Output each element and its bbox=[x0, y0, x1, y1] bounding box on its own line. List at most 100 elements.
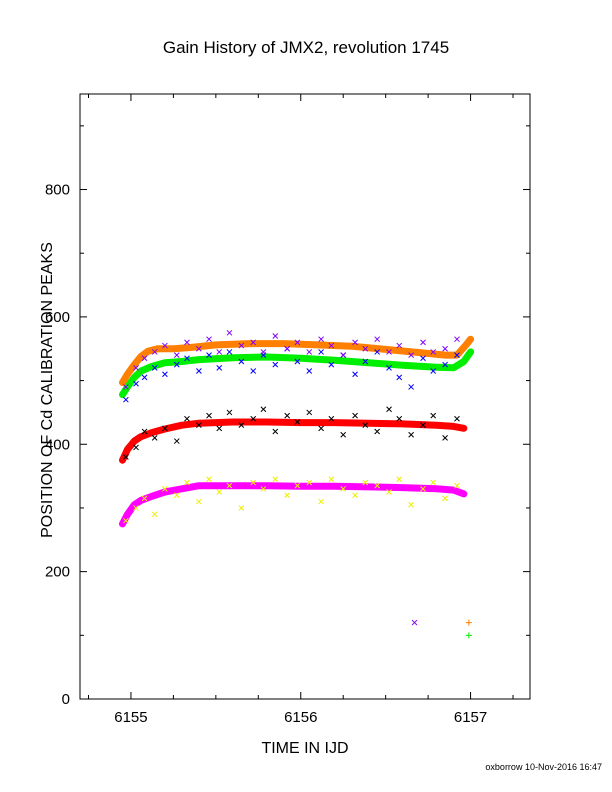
y-tick-label: 800 bbox=[45, 182, 70, 199]
data-point bbox=[454, 336, 460, 343]
data-point bbox=[362, 345, 369, 352]
data-point bbox=[411, 619, 418, 626]
data-point bbox=[430, 368, 437, 374]
axis-ticks: 0 200 400 600 800 6155 6156 6157 bbox=[45, 94, 530, 726]
data-point bbox=[133, 444, 139, 451]
series-line bbox=[119, 348, 475, 399]
x-axis-label: TIME IN IJD bbox=[261, 740, 349, 757]
data-point bbox=[430, 412, 437, 419]
x-tick-label: 6157 bbox=[454, 709, 487, 726]
series-5 bbox=[122, 476, 460, 524]
data-point bbox=[216, 349, 223, 355]
data-point bbox=[294, 419, 301, 425]
data-point bbox=[196, 368, 202, 374]
data-point bbox=[306, 409, 313, 416]
data-point bbox=[306, 368, 313, 374]
data-point bbox=[386, 406, 392, 413]
data-point bbox=[442, 495, 448, 502]
data-point bbox=[122, 517, 129, 524]
data-point bbox=[284, 412, 291, 419]
data-point bbox=[250, 415, 257, 422]
data-point bbox=[272, 333, 279, 339]
data-point bbox=[284, 345, 291, 352]
data-point bbox=[374, 428, 381, 435]
data-point bbox=[196, 422, 202, 429]
data-point bbox=[216, 489, 223, 495]
data-point bbox=[374, 336, 381, 343]
data-point bbox=[162, 342, 168, 349]
data-point bbox=[141, 495, 148, 502]
data-point bbox=[206, 476, 212, 483]
series-9 bbox=[465, 632, 472, 639]
data-point bbox=[173, 492, 180, 499]
data-point bbox=[260, 485, 267, 492]
data-point bbox=[442, 435, 448, 441]
data-point bbox=[162, 425, 168, 432]
data-point bbox=[396, 415, 403, 422]
data-point bbox=[184, 479, 190, 486]
data-point bbox=[318, 425, 324, 432]
data-point bbox=[430, 479, 437, 486]
data-point bbox=[250, 339, 257, 346]
data-point bbox=[352, 339, 358, 346]
data-point bbox=[226, 329, 233, 336]
y-tick-label: 600 bbox=[45, 309, 70, 326]
data-point bbox=[250, 479, 257, 486]
data-point bbox=[151, 349, 158, 355]
series-6 bbox=[122, 345, 460, 403]
data-point bbox=[294, 482, 301, 489]
data-series bbox=[119, 329, 475, 639]
series-1 bbox=[119, 418, 468, 464]
data-point bbox=[260, 349, 267, 355]
data-point bbox=[465, 632, 472, 639]
data-point bbox=[141, 355, 148, 362]
data-point bbox=[318, 349, 324, 355]
data-point bbox=[216, 425, 223, 432]
y-tick-label: 400 bbox=[45, 436, 70, 453]
data-point bbox=[133, 364, 139, 371]
data-point bbox=[238, 342, 245, 349]
data-point bbox=[272, 361, 279, 368]
series-0 bbox=[119, 482, 468, 528]
data-point bbox=[206, 336, 212, 343]
x-tick-label: 6156 bbox=[284, 709, 317, 726]
data-point bbox=[340, 485, 347, 492]
data-point bbox=[173, 361, 180, 368]
data-point bbox=[184, 415, 190, 422]
data-point bbox=[408, 501, 414, 508]
data-point bbox=[196, 345, 202, 352]
data-point bbox=[173, 438, 180, 444]
data-point bbox=[238, 358, 245, 365]
data-point bbox=[362, 479, 369, 486]
data-point bbox=[420, 422, 426, 429]
series-8 bbox=[465, 619, 472, 626]
data-point bbox=[151, 364, 158, 371]
data-point bbox=[260, 406, 267, 413]
series-2 bbox=[119, 348, 475, 399]
data-point bbox=[420, 485, 426, 492]
data-point bbox=[238, 505, 245, 511]
data-point bbox=[318, 336, 324, 343]
data-point bbox=[226, 409, 233, 416]
data-point bbox=[162, 485, 168, 492]
y-tick-label: 200 bbox=[45, 564, 70, 581]
data-point bbox=[442, 345, 448, 352]
data-point bbox=[396, 342, 403, 349]
chart-title: Gain History of JMX2, revolution 1745 bbox=[162, 38, 450, 57]
data-point bbox=[206, 412, 212, 419]
data-point bbox=[328, 476, 335, 483]
data-point bbox=[294, 339, 301, 346]
data-point bbox=[151, 511, 158, 518]
data-point bbox=[122, 454, 129, 460]
plot-frame bbox=[79, 93, 531, 700]
data-point bbox=[284, 492, 291, 499]
data-point bbox=[465, 619, 472, 626]
data-point bbox=[352, 371, 358, 378]
data-point bbox=[374, 482, 381, 489]
data-point bbox=[151, 435, 158, 441]
data-point bbox=[386, 349, 392, 355]
data-point bbox=[386, 489, 392, 495]
data-point bbox=[408, 431, 414, 438]
series-4 bbox=[122, 406, 460, 460]
